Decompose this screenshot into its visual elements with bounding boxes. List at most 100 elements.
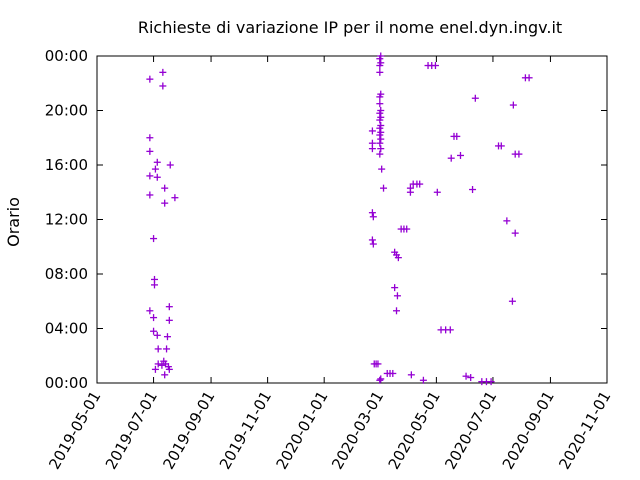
x-tick-label: 2020-07-01: [441, 388, 500, 473]
y-tick-label: 16:00: [45, 156, 88, 174]
data-point: [377, 113, 385, 121]
data-point: [151, 365, 159, 373]
data-point: [433, 188, 441, 196]
data-point: [163, 345, 171, 353]
data-point: [431, 62, 439, 70]
y-tick-label: 08:00: [45, 265, 88, 283]
x-tick-label: 2020-11-01: [555, 388, 614, 473]
data-point: [378, 165, 386, 173]
data-point: [380, 184, 388, 192]
data-point: [393, 292, 401, 300]
data-point: [376, 100, 384, 108]
data-point: [393, 307, 401, 315]
data-point: [515, 150, 523, 158]
y-axis: 00:00 04:00 08:00 12:00 16:00 20:00 00:00: [45, 47, 607, 392]
data-point: [369, 240, 377, 248]
data-point: [154, 345, 162, 353]
data-point: [377, 145, 385, 153]
data-point: [377, 107, 385, 114]
data-point: [146, 134, 154, 142]
data-point: [163, 333, 171, 341]
data-point: [456, 151, 464, 159]
data-point: [376, 376, 384, 384]
data-point: [389, 369, 397, 377]
data-point: [158, 361, 166, 369]
data-point: [153, 173, 161, 181]
data-point: [394, 254, 402, 262]
data-point: [377, 121, 385, 129]
data-point: [503, 217, 511, 225]
data-point: [469, 186, 477, 194]
data-point: [146, 172, 154, 180]
y-tick-label: 00:00: [45, 47, 88, 65]
data-points: [146, 52, 533, 386]
data-point: [151, 165, 159, 173]
data-point: [511, 229, 519, 237]
chart-title: Richieste di variazione IP per il nome e…: [138, 18, 562, 37]
data-point: [166, 161, 174, 169]
data-point: [159, 82, 167, 90]
data-point: [376, 139, 384, 147]
x-tick-label: 2019-09-01: [159, 388, 218, 473]
data-point: [447, 154, 455, 162]
x-tick-label: 2019-11-01: [216, 388, 275, 473]
data-point: [165, 365, 173, 373]
data-point: [406, 188, 414, 196]
y-tick-label: 20:00: [45, 102, 88, 120]
x-tick-label: 2020-01-01: [272, 388, 331, 473]
x-tick-label: 2019-05-01: [45, 388, 104, 473]
data-point: [150, 327, 158, 335]
data-point: [391, 284, 399, 292]
data-point: [161, 199, 169, 207]
x-tick-label: 2019-07-01: [102, 388, 161, 473]
data-point: [153, 331, 161, 339]
data-point: [509, 101, 517, 109]
data-point: [368, 145, 376, 153]
data-point: [525, 74, 533, 82]
data-point: [377, 135, 385, 143]
x-tick-label: 2020-09-01: [499, 388, 558, 473]
data-point: [416, 180, 424, 188]
data-point: [146, 191, 154, 199]
data-point: [446, 326, 454, 334]
y-tick-label: 00:00: [45, 374, 88, 392]
data-point: [368, 127, 376, 135]
data-point: [159, 68, 167, 76]
data-point: [368, 236, 376, 244]
data-point: [146, 75, 154, 83]
data-point: [419, 376, 427, 384]
data-point: [368, 209, 376, 217]
data-point: [467, 374, 475, 382]
data-point: [487, 378, 495, 386]
data-point: [376, 150, 384, 158]
data-point: [146, 307, 154, 315]
data-point: [171, 194, 179, 202]
data-point: [377, 128, 385, 136]
data-point: [161, 371, 169, 379]
data-point: [161, 184, 169, 192]
y-tick-label: 12:00: [45, 211, 88, 229]
data-point: [150, 314, 158, 322]
data-point: [377, 90, 385, 98]
data-point: [453, 132, 461, 140]
data-point: [153, 158, 161, 166]
data-point: [377, 52, 385, 60]
data-point: [150, 281, 158, 289]
data-point: [508, 297, 516, 305]
plot-frame: [96, 55, 608, 384]
data-point: [497, 142, 505, 150]
y-axis-label: Orario: [4, 197, 23, 247]
x-tick-label: 2020-03-01: [328, 388, 387, 473]
data-point: [376, 68, 384, 76]
data-point: [165, 316, 173, 324]
data-point: [154, 360, 162, 368]
data-point: [377, 375, 385, 383]
x-axis: 2019-05-012019-07-012019-09-012019-11-01…: [45, 56, 614, 473]
data-point: [462, 372, 470, 380]
data-point: [407, 371, 415, 379]
data-point: [377, 59, 385, 67]
y-tick-label: 04:00: [45, 320, 88, 338]
data-point: [374, 360, 382, 368]
data-point: [146, 147, 154, 155]
